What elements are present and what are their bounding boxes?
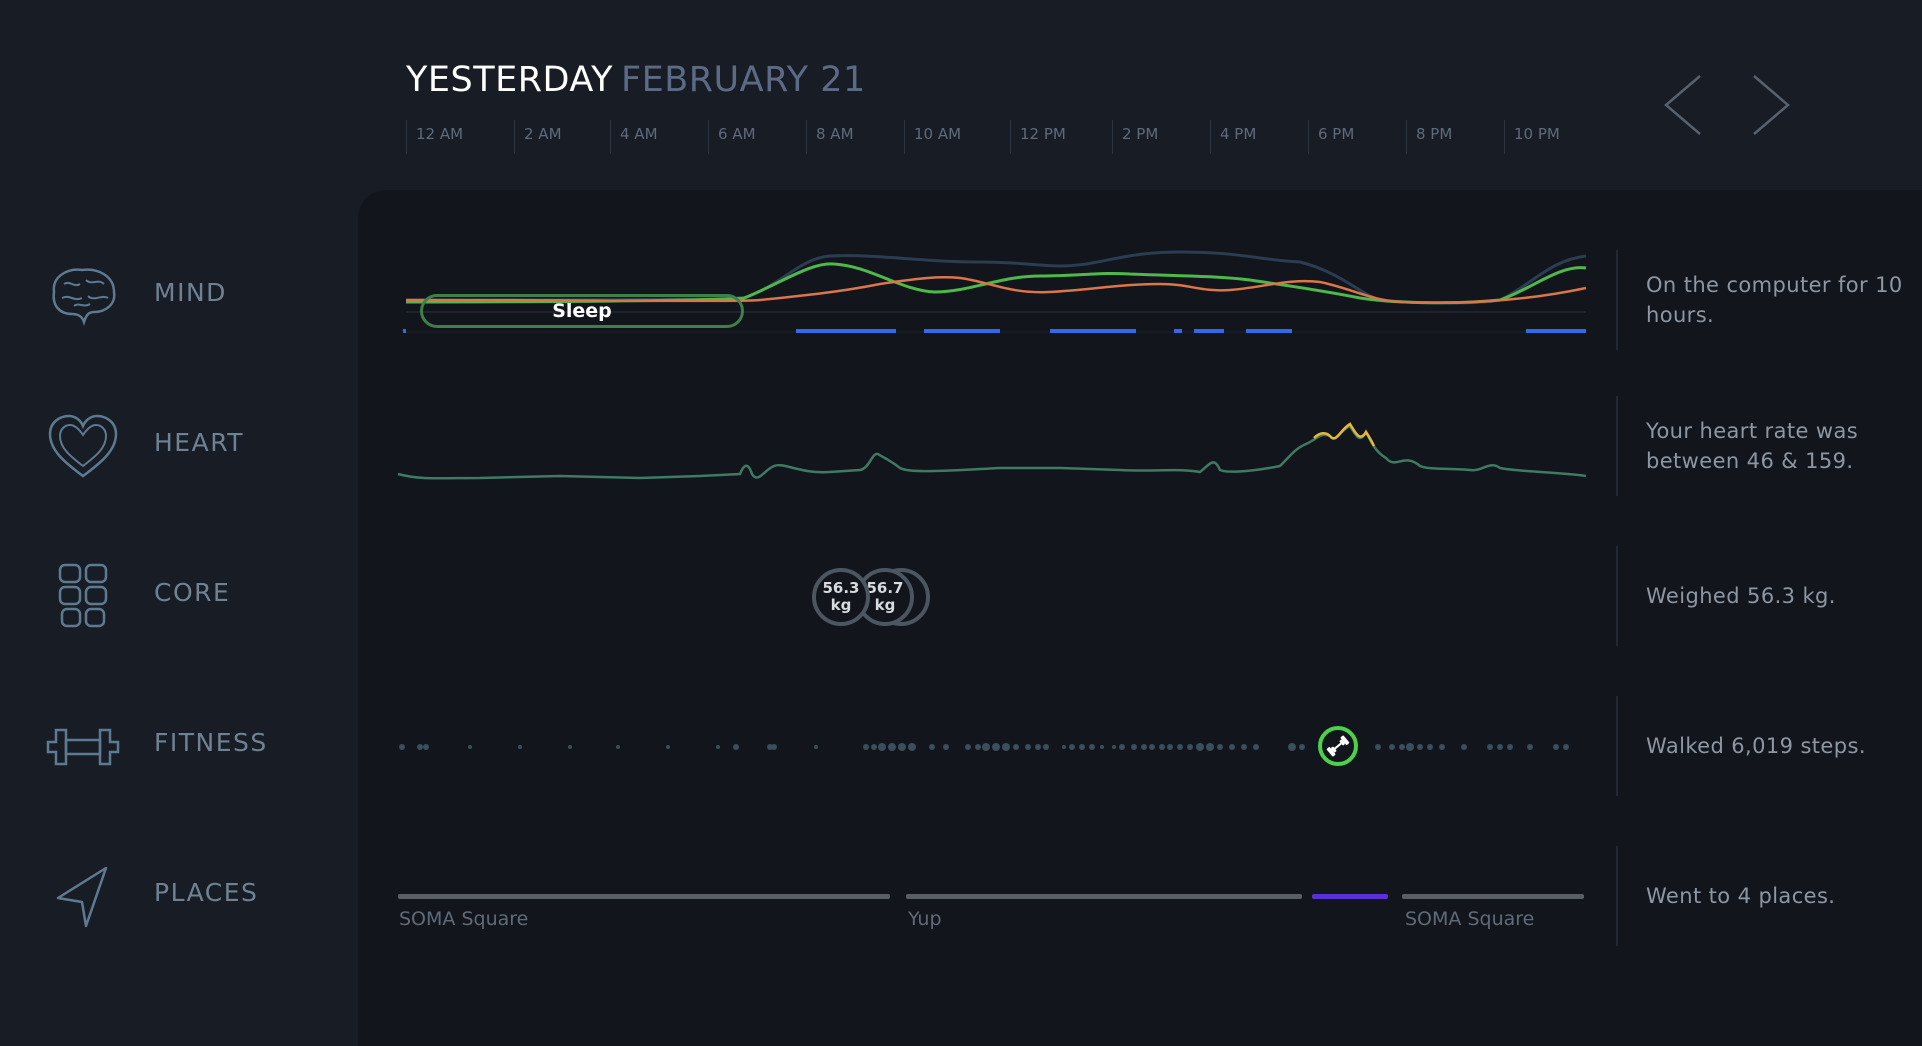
summary-mind: On the computer for 10 hours.	[1616, 250, 1916, 350]
time-tick: 8 PM	[1406, 120, 1452, 154]
screen-time-bar	[1526, 329, 1586, 333]
weight-value: 56.7	[866, 579, 904, 597]
place-label: SOMA Square	[399, 908, 529, 930]
category-label: FITNESS	[154, 728, 268, 757]
screen-time-bar	[1194, 329, 1224, 333]
chevron-right-icon[interactable]	[1744, 72, 1794, 138]
place-visit-bar[interactable]	[398, 894, 890, 899]
time-tick: 10 AM	[904, 120, 961, 154]
row-heart[interactable]: HEART	[0, 390, 340, 500]
category-label: MIND	[154, 278, 227, 307]
dumbbell-icon	[44, 712, 122, 782]
place-transit-bar[interactable]	[1312, 894, 1388, 899]
summary-text: Went to 4 places.	[1646, 884, 1836, 908]
time-tick: 6 PM	[1308, 120, 1354, 154]
screen-time-bar	[924, 329, 1000, 333]
summary-fitness: Walked 6,019 steps.	[1616, 696, 1916, 796]
navigation-arrow-icon	[44, 862, 122, 932]
place-visit-bar[interactable]	[906, 894, 1302, 899]
place-label: Yup	[908, 908, 942, 930]
screen-time-bar	[1174, 329, 1182, 333]
chevron-left-icon[interactable]	[1660, 72, 1710, 138]
date-label: FEBRUARY 21	[620, 60, 866, 100]
summary-text: Weighed 56.3 kg.	[1646, 584, 1836, 608]
time-axis: 12 AM 2 AM 4 AM 6 AM 8 AM 10 AM 12 PM 2 PM 4 PM 6…	[406, 120, 1586, 154]
row-places[interactable]: PLACES	[0, 840, 340, 950]
screen-time-bar	[1050, 329, 1136, 333]
row-fitness[interactable]: FITNESS	[0, 690, 340, 800]
category-label: HEART	[154, 428, 245, 457]
time-tick: 12 PM	[1010, 120, 1066, 154]
screen-time-bar	[1246, 329, 1292, 333]
time-tick: 12 AM	[406, 120, 463, 154]
summary-text: Walked 6,019 steps.	[1646, 734, 1866, 758]
screen-time-bar	[403, 329, 406, 333]
time-tick: 10 PM	[1504, 120, 1560, 154]
day-label: YESTERDAY	[406, 60, 613, 100]
heart-icon	[44, 412, 122, 482]
time-tick: 2 PM	[1112, 120, 1158, 154]
place-visit-bar[interactable]	[1402, 894, 1584, 899]
weight-bubble[interactable]: 56.3 kg	[812, 568, 870, 626]
category-label: CORE	[154, 578, 231, 607]
sleep-pill[interactable]: Sleep	[420, 294, 744, 328]
mind-line-orange	[405, 276, 1587, 304]
heart-rate-line	[397, 424, 1587, 480]
time-tick: 8 AM	[806, 120, 854, 154]
summary-core: Weighed 56.3 kg.	[1616, 546, 1916, 646]
row-core[interactable]: CORE	[0, 540, 340, 650]
heart-rate-peak	[1313, 422, 1376, 447]
summary-text: Your heart rate was between 46 & 159.	[1646, 419, 1859, 473]
weight-unit: kg	[830, 596, 852, 614]
summary-heart: Your heart rate was between 46 & 159.	[1616, 396, 1916, 496]
summary-places: Went to 4 places.	[1616, 846, 1916, 946]
time-tick: 4 AM	[610, 120, 658, 154]
abs-icon	[44, 562, 122, 632]
step-dots	[399, 743, 1569, 751]
timeline-panel	[358, 190, 1922, 1046]
workout-dumbbell-icon[interactable]	[1318, 726, 1358, 766]
weight-unit: kg	[874, 596, 896, 614]
place-label: SOMA Square	[1405, 908, 1535, 930]
category-label: PLACES	[154, 878, 259, 907]
date-heading: YESTERDAY FEBRUARY 21	[406, 60, 866, 100]
time-tick: 6 AM	[708, 120, 756, 154]
row-mind[interactable]: MIND	[0, 240, 340, 350]
screen-time-bar	[796, 329, 896, 333]
weight-value: 56.3	[822, 579, 860, 597]
time-tick: 2 AM	[514, 120, 562, 154]
time-tick: 4 PM	[1210, 120, 1256, 154]
summary-text: On the computer for 10 hours.	[1646, 273, 1903, 327]
brain-icon	[44, 262, 122, 332]
